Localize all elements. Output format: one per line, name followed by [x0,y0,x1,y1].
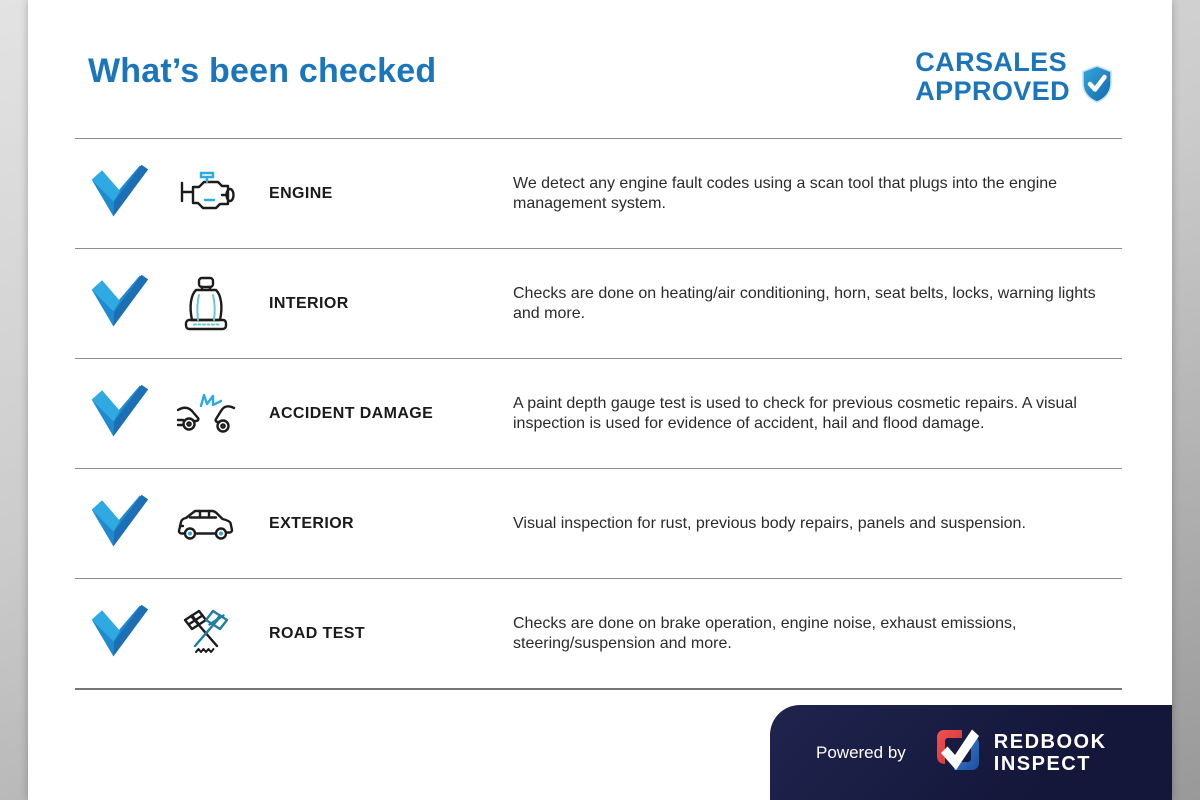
check-label: ROAD TEST [269,624,366,642]
check-description: We detect any engine fault codes using a… [513,174,1058,212]
car-exterior-icon [158,506,253,542]
checks-table: ENGINE We detect any engine fault codes … [75,138,1122,690]
tick-cell [88,383,158,444]
brand-line1: CARSALES [915,47,1067,77]
powered-by-badge: Powered by [770,705,1172,800]
collision-icon [158,388,253,440]
check-label: ENGINE [269,184,333,202]
check-description: A paint depth gauge test is used to chec… [513,394,1077,432]
check-description: Checks are done on heating/air condition… [513,284,1096,322]
tick-cell [88,273,158,334]
check-tick-icon [88,163,150,224]
check-row-engine: ENGINE We detect any engine fault codes … [75,138,1122,248]
checklist-card: What’s been checked CARSALES APPROVED [28,0,1172,800]
carsales-approved-wordmark: CARSALES APPROVED [915,48,1070,106]
car-seat-icon [158,276,253,332]
carsales-approved-logo: CARSALES APPROVED [915,48,1114,106]
check-tick-icon [88,383,150,444]
check-label: EXTERIOR [269,514,354,532]
redbook-mark-icon [934,726,982,779]
header: What’s been checked CARSALES APPROVED [28,0,1172,138]
redbook-line2: INSPECT [993,752,1091,775]
checkered-flags-icon [158,608,253,660]
tick-cell [88,603,158,664]
check-row-interior: INTERIOR Checks are done on heating/air … [75,248,1122,358]
page-title: What’s been checked [88,52,437,90]
check-tick-icon [88,273,150,334]
tick-cell [88,493,158,554]
redbook-line1: REDBOOK [993,730,1107,753]
check-description: Checks are done on brake operation, engi… [513,614,1017,652]
engine-icon [158,169,253,219]
check-label: INTERIOR [269,294,349,312]
check-tick-icon [88,603,150,664]
check-row-road-test: ROAD TEST Checks are done on brake opera… [75,578,1122,688]
check-description: Visual inspection for rust, previous bod… [513,514,1026,532]
shield-check-icon [1080,65,1114,108]
check-label: ACCIDENT DAMAGE [269,404,434,422]
check-row-exterior: EXTERIOR Visual inspection for rust, pre… [75,468,1122,578]
tick-cell [88,163,158,224]
redbook-inspect-logo: REDBOOK INSPECT [934,726,1107,779]
check-tick-icon [88,493,150,554]
brand-line2: APPROVED [915,76,1070,106]
powered-by-label: Powered by [816,742,906,762]
check-row-accident-damage: ACCIDENT DAMAGE A paint depth gauge test… [75,358,1122,468]
redbook-wordmark: REDBOOK INSPECT [994,731,1107,775]
